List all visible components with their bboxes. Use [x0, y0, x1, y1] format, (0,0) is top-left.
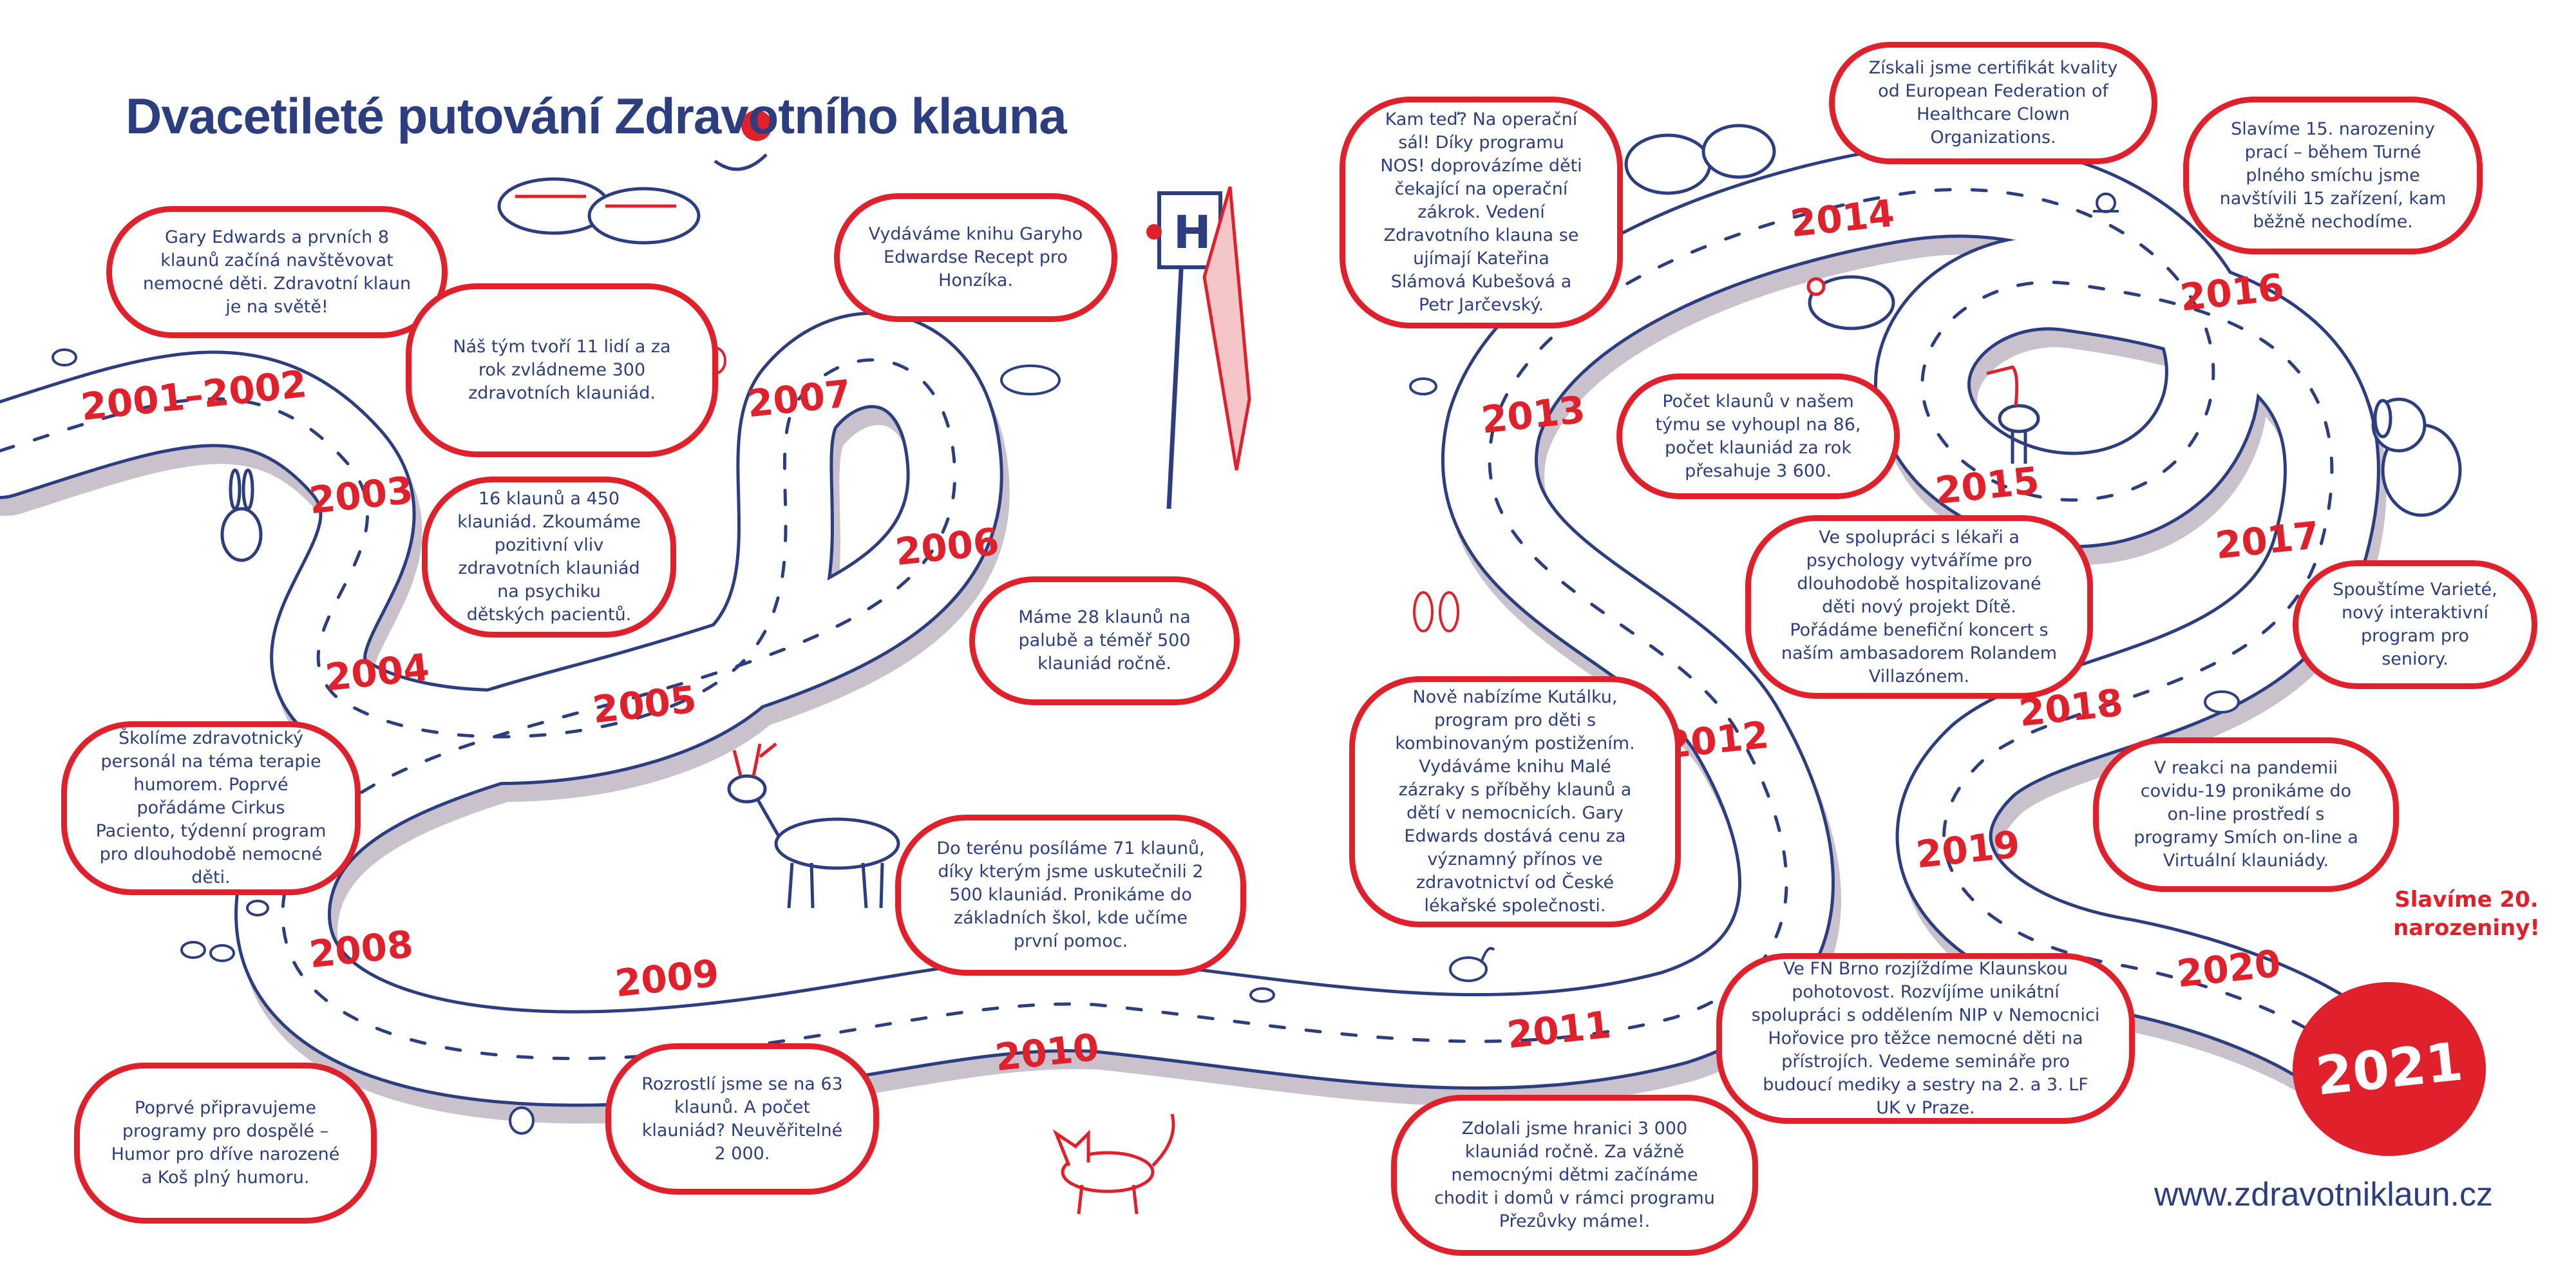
event-bubble-2017: Spouštíme Varieté, nový interaktivní pro… [2293, 560, 2537, 689]
page-title: Dvacetileté putování Zdravotního klauna [126, 88, 1067, 144]
event-bubble-2010: Do terénu posíláme 71 klaunů, díky který… [895, 815, 1246, 976]
event-bubble-2019: Ve FN Brno rozjíždíme Klaunskou pohotovo… [1716, 953, 2135, 1124]
rabbit-icon [220, 468, 263, 562]
clown-shoes-icon [497, 177, 701, 245]
snail-icon [2093, 193, 2119, 213]
final-year-badge: 2021 [2293, 982, 2486, 1156]
dog-icon [2371, 397, 2462, 517]
event-bubble-2016: Slavíme 15. narozeniny prací – během Tur… [2183, 97, 2483, 254]
sheep-icon [1624, 124, 1895, 330]
event-bubble-2006: Máme 28 klaunů na palubě a téměř 500 kla… [969, 576, 1240, 705]
event-bubble-2009: Rozrostlí jsme se na 63 klaunů. A počet … [605, 1043, 879, 1195]
event-bubble-2004: Školíme zdravotnický personál na téma te… [61, 721, 361, 895]
event-bubble-2015: Počet klaunů v našem týmu se vyhoupl na … [1616, 374, 1900, 499]
event-bubble-2020: V reakci na pandemii covidu-19 pronikáme… [2093, 737, 2399, 892]
deer-icon [727, 743, 900, 909]
event-bubble-2003: Náš tým tvoří 11 lidí a za rok zvládneme… [406, 283, 718, 457]
fox-icon [1052, 1113, 1175, 1215]
event-bubble-2007: Vydáváme knihu Garyho Edwardse Recept pr… [834, 193, 1117, 322]
event-bubble-2001-2002: Gary Edwards a prvních 8 klaunů začíná n… [106, 206, 448, 338]
event-bubble-2014: Získali jsme certifikát kvality od Europ… [1829, 42, 2157, 164]
event-bubble-2011: Zdolali jsme hranici 3 000 klauniád ročn… [1391, 1095, 1758, 1256]
hospital-sign-icon: H [1146, 186, 1251, 509]
event-bubble-2018: Ve spolupráci s lékaři a psychology vytv… [1745, 515, 2093, 699]
final-year-label: 2021 [2313, 1030, 2466, 1108]
event-bubble-2012: Nově nabízíme Kutálku, program pro děti … [1349, 676, 1681, 927]
event-bubble-2005: 16 klaunů a 450 klauniád. Zkoumáme pozit… [422, 477, 676, 638]
website-url[interactable]: www.zdravotniklaun.cz [2154, 1176, 2493, 1213]
svg-text:H: H [1173, 206, 1211, 259]
bird-icon [52, 346, 2240, 1135]
event-bubble-2008: Poprvé připravujeme programy pro dospělé… [74, 1063, 377, 1224]
event-bubble-2013: Kam teď? Na operační sál! Díky programu … [1340, 97, 1623, 328]
stork-icon [1986, 365, 2040, 464]
celebrate-label: Slavíme 20. narozeniny! [2393, 887, 2540, 941]
red-nose-icon [714, 110, 772, 171]
